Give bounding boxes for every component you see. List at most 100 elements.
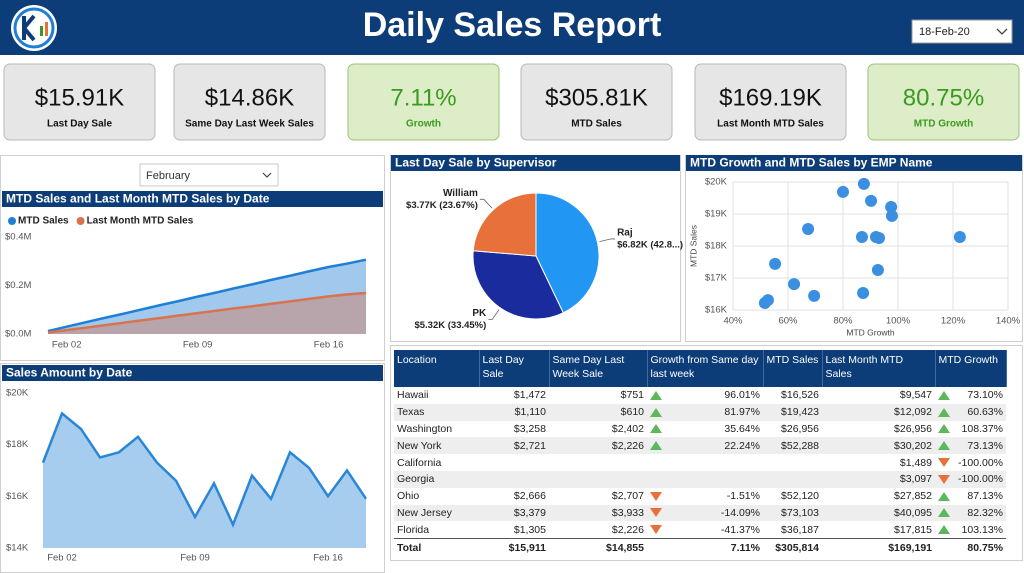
panel	[0, 363, 385, 573]
kpi-value: $169.19K	[719, 84, 822, 111]
cell-text: -100.00%	[958, 473, 1003, 486]
logo-bar	[40, 26, 43, 36]
scatter-point	[871, 264, 884, 276]
x-axis-title: MTD Growth	[846, 327, 894, 337]
table-cell: Texas	[394, 403, 479, 421]
x-tick-label: 140%	[996, 316, 1021, 327]
dropdown-chevron	[996, 28, 1008, 35]
growth-cell: 73.10%	[938, 389, 1003, 401]
table-cell: New York	[394, 437, 479, 455]
x-tick-label: 40%	[723, 316, 743, 327]
table-cell: -41.37%	[647, 521, 763, 539]
table-head: Location Last Day Sale Same Day Last Week …	[394, 350, 1007, 387]
table-cell: $1,489	[822, 454, 935, 471]
line	[41, 411, 368, 528]
chart-title: MTD Sales and Last Month MTD Sales by Da…	[6, 192, 270, 206]
x-tick-label: Feb 16	[313, 553, 343, 564]
scatter-point	[857, 287, 870, 300]
table-cell: $3,379	[479, 504, 549, 522]
leader-line	[479, 198, 493, 209]
table-cell: 96.01%	[647, 387, 763, 404]
date-value: 18-Feb-20	[919, 26, 970, 38]
month-dropdown[interactable]	[139, 163, 279, 187]
legend-marker	[8, 217, 16, 225]
y-tick-label: $18K	[705, 241, 728, 252]
table-cell: 81.97%	[647, 403, 763, 421]
kpi-value: $14.86K	[205, 84, 294, 111]
cell-text: 35.64%	[724, 422, 760, 435]
table-row: Hawaii $1,472 $751 96.01% $16,526 $9,547 73.10…	[394, 387, 1006, 404]
table-row: New Jersey $3,379 $3,933 -14.09% $73,103 $40,…	[394, 504, 1006, 522]
cell-text: -14.09%	[720, 506, 760, 519]
y-tick-label: $14K	[6, 543, 29, 554]
cell-text: 103.13%	[961, 523, 1003, 536]
arrow-up	[938, 525, 950, 535]
cell-text: 73.10%	[967, 389, 1003, 402]
table-row: California $1,489 -100.00%	[394, 454, 1006, 471]
kpi-label: Last Month MTD Sales	[717, 119, 824, 130]
table-cell: 35.64%	[647, 420, 763, 438]
kpi-card	[347, 63, 500, 141]
growth-cell: 22.24%	[650, 440, 760, 452]
scatter-point	[802, 223, 815, 236]
cell-text: 60.63%	[967, 406, 1003, 419]
table-cell	[763, 454, 822, 471]
table-cell: New Jersey	[394, 504, 479, 522]
sales-table: Location Last Day Sale Same Day Last Week …	[394, 350, 1007, 556]
x-tick-label: Feb 02	[47, 553, 77, 564]
table-cell: $610	[549, 403, 647, 421]
table-cell: $1,305	[479, 521, 549, 539]
growth-cell: -100.00%	[938, 473, 1003, 485]
growth-cell: 60.63%	[938, 406, 1003, 418]
column-header: MTD Growth	[935, 350, 1007, 387]
arrow-down	[938, 458, 950, 468]
y-tick-label: $0.4M	[5, 231, 31, 242]
y-tick-label: $20K	[705, 177, 728, 188]
kpi-label: Growth	[406, 119, 441, 130]
arrow-up	[650, 441, 662, 451]
y-tick-label: $0.0M	[5, 329, 31, 340]
table-cell: $3,933	[549, 504, 647, 522]
arrow-up	[938, 424, 950, 434]
table-cell: 103.13%	[935, 521, 1006, 539]
panel	[685, 155, 1023, 342]
table-cell: $305,814	[763, 538, 822, 556]
table-row: Washington $3,258 $2,402 35.64% $26,956 $26,9…	[394, 420, 1006, 438]
table-cell: $15,911	[479, 538, 549, 556]
y-tick-label: $17K	[705, 273, 728, 284]
legend-label: MTD Sales	[18, 216, 69, 227]
growth-cell: 87.13%	[938, 490, 1003, 502]
table-cell: $26,956	[763, 420, 822, 438]
table-cell: -100.00%	[935, 470, 1006, 488]
table-cell: 73.13%	[935, 437, 1006, 455]
table-row: Ohio $2,666 $2,707 -1.51% $52,120 $27,852 87.1…	[394, 487, 1006, 505]
table-cell: -100.00%	[935, 454, 1006, 471]
table-cell: $27,852	[822, 487, 935, 505]
y-tick-label: $16K	[6, 491, 29, 502]
table-cell: $30,202	[822, 437, 935, 455]
y-tick-label: $19K	[705, 209, 728, 220]
scatter-point	[837, 185, 849, 198]
kpi-value: $305.81K	[545, 84, 648, 111]
chart-title-bar	[2, 191, 383, 207]
legend-label: Last Month MTD Sales	[87, 216, 194, 227]
table-cell: $36,187	[763, 521, 822, 539]
kpi-label: MTD Growth	[914, 119, 973, 130]
growth-cell: 73.13%	[938, 440, 1003, 452]
date-dropdown[interactable]	[911, 19, 1013, 44]
table-row: Total $15,911 $14,855 7.11% $305,814 $169,191…	[394, 538, 1006, 556]
report-title: Daily Sales Report	[363, 6, 662, 44]
table-cell: -1.51%	[647, 487, 763, 505]
table-cell: $26,956	[822, 420, 935, 438]
column-header: Same Day Last Week Sale	[549, 350, 648, 387]
y-axis-title: MTD Sales	[688, 225, 698, 267]
arrow-down	[650, 491, 662, 501]
leader-line	[488, 309, 500, 320]
pie-label-value: $6.82K (42.8...)	[617, 239, 683, 250]
table-cell: Florida	[394, 521, 479, 539]
scatter-point	[857, 177, 870, 190]
arrow-down	[650, 508, 662, 518]
kpi-value: 80.75%	[903, 84, 984, 111]
table-cell: Hawaii	[394, 387, 479, 404]
table-cell: $73,103	[763, 504, 822, 522]
